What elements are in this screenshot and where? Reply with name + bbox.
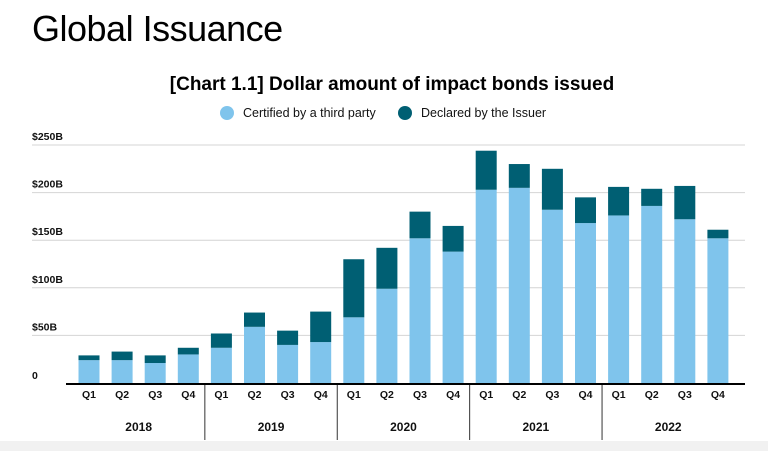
y-axis-labels: 0 $50B $100B $150B $200B $250B	[32, 131, 63, 382]
x-tick-label: Q3	[678, 389, 692, 401]
x-tick-label: Q3	[148, 389, 162, 401]
x-tick-label: Q2	[380, 389, 394, 401]
bar-certified	[608, 215, 630, 383]
bottom-band	[0, 441, 768, 451]
bar-declared	[541, 168, 563, 210]
bar-declared	[310, 311, 332, 343]
bar-declared	[508, 164, 530, 188]
y-tick-label: $250B	[32, 131, 63, 143]
bar-declared	[608, 186, 630, 216]
x-tick-label: Q1	[479, 389, 493, 401]
bar-certified	[177, 354, 199, 383]
x-tick-label: Q3	[545, 389, 559, 401]
bar-certified	[707, 238, 729, 383]
bars	[78, 150, 729, 383]
year-label: 2019	[258, 420, 285, 434]
x-tick-label: Q2	[115, 389, 129, 401]
x-tick-label: Q2	[512, 389, 526, 401]
legend-swatch-certified	[220, 106, 234, 120]
legend-label-certified: Certified by a third party	[243, 106, 376, 120]
bar-certified	[210, 347, 232, 383]
y-tick-label: $200B	[32, 179, 63, 191]
year-label: 2020	[390, 420, 417, 434]
bar-declared	[177, 347, 199, 355]
x-axis-quarter-labels: Q1 Q2 Q3 Q4 Q1 Q2 Q3 Q4 Q1 Q2 Q3 Q4 Q1 Q2 Q3 Q4 Q1 Q2 Q3 Q4	[82, 389, 725, 401]
bar-certified	[541, 209, 563, 383]
bar-declared	[707, 229, 729, 239]
bar-certified	[277, 344, 299, 383]
bar-certified	[508, 187, 530, 383]
y-tick-label: $50B	[32, 321, 58, 333]
bar-declared	[475, 150, 497, 190]
legend-label-declared: Declared by the Issuer	[421, 106, 546, 120]
x-tick-label: Q1	[214, 389, 228, 401]
bar-certified	[111, 360, 133, 383]
bar-declared	[111, 351, 133, 361]
year-label: 2022	[655, 420, 682, 434]
impact-bonds-chart: [Chart 1.1] Dollar amount of impact bond…	[32, 74, 745, 440]
page-title: Global Issuance	[32, 8, 283, 49]
x-tick-label: Q3	[413, 389, 427, 401]
bar-declared	[641, 188, 663, 206]
bar-declared	[78, 355, 100, 361]
bar-declared	[144, 355, 166, 364]
year-label: 2018	[125, 420, 152, 434]
y-tick-label: 0	[32, 370, 38, 382]
bar-certified	[409, 238, 431, 383]
x-tick-label: Q3	[281, 389, 295, 401]
bar-certified	[442, 251, 464, 383]
x-tick-label: Q2	[247, 389, 261, 401]
legend: Certified by a third party Declared by t…	[220, 106, 546, 120]
x-tick-label: Q1	[347, 389, 361, 401]
x-tick-label: Q2	[645, 389, 659, 401]
x-tick-label: Q4	[314, 389, 328, 401]
x-tick-label: Q4	[711, 389, 725, 401]
y-tick-label: $100B	[32, 274, 63, 286]
bar-certified	[78, 360, 100, 383]
x-tick-label: Q1	[612, 389, 626, 401]
bar-declared	[409, 211, 431, 239]
bar-certified	[674, 219, 696, 383]
bar-certified	[244, 326, 265, 383]
legend-swatch-declared	[398, 106, 412, 120]
bar-declared	[343, 259, 365, 318]
year-label: 2021	[522, 420, 549, 434]
bar-certified	[475, 189, 497, 383]
bar-declared	[244, 312, 265, 327]
bar-declared	[575, 197, 596, 224]
bar-certified	[641, 205, 663, 383]
bar-declared	[277, 330, 299, 345]
x-tick-label: Q4	[446, 389, 460, 401]
x-tick-label: Q1	[82, 389, 96, 401]
bar-certified	[376, 288, 398, 383]
y-tick-label: $150B	[32, 226, 63, 238]
bar-declared	[674, 185, 696, 220]
x-axis-year-labels: 2018 2019 2020 2021 2022	[125, 385, 682, 440]
chart-title: [Chart 1.1] Dollar amount of impact bond…	[170, 74, 614, 95]
bar-certified	[343, 317, 365, 383]
bar-certified	[144, 363, 166, 383]
bar-declared	[210, 333, 232, 348]
x-tick-label: Q4	[578, 389, 592, 401]
bar-certified	[575, 223, 596, 383]
x-tick-label: Q4	[181, 389, 195, 401]
bar-declared	[376, 247, 398, 289]
bar-declared	[442, 225, 464, 252]
bar-certified	[310, 342, 332, 383]
